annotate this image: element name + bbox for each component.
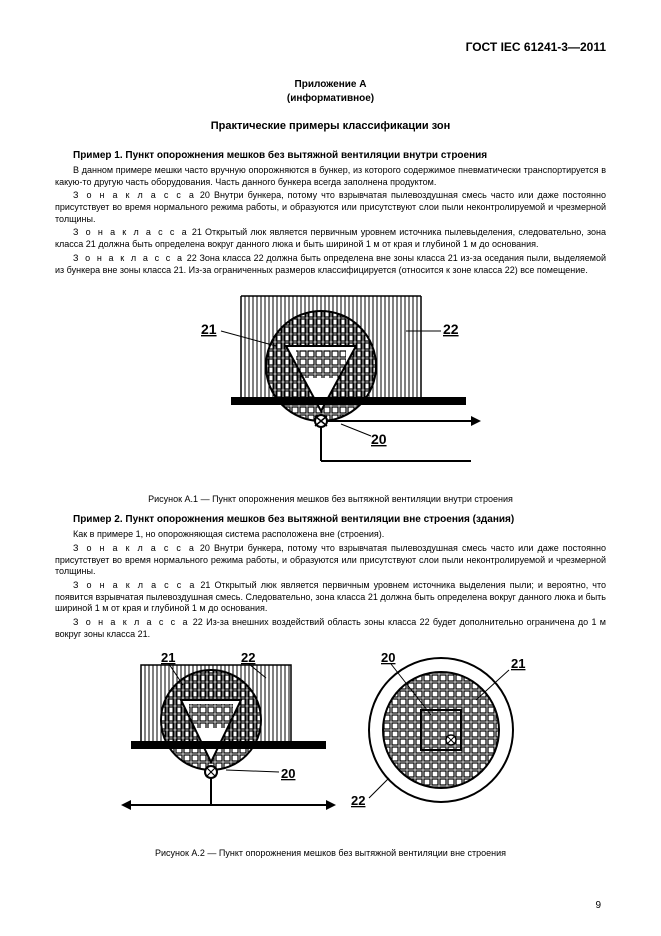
paragraph-3: З о н а к л а с с а 21 Открытый люк явля… (55, 227, 606, 250)
label-21-l: 21 (161, 650, 175, 665)
label-22-r: 22 (351, 793, 365, 808)
paragraph-1: В данном примере мешки часто вручную опо… (55, 165, 606, 188)
page-root: ГОСТ IEC 61241-3—2011 Приложение А (инфо… (0, 0, 661, 936)
label-22: 22 (443, 321, 459, 337)
paragraph-7: З о н а к л а с с а 21 Открытый люк явля… (55, 580, 606, 615)
figure-a1-caption: Рисунок А.1 — Пункт опорожнения мешков б… (55, 494, 606, 504)
paragraph-6: З о н а к л а с с а 20 Внутри бункера, п… (55, 543, 606, 578)
paragraph-4: З о н а к л а с с а 22 Зона класса 22 до… (55, 253, 606, 276)
figure-a1: 21 22 20 (55, 286, 606, 484)
example1-title: Пример 1. Пункт опорожнения мешков без в… (55, 150, 606, 161)
paragraph-5: Как в примере 1, но опорожняющая система… (55, 529, 606, 541)
label-22-l: 22 (241, 650, 255, 665)
paragraph-8: З о н а к л а с с а 22 Из-за внешних воз… (55, 617, 606, 640)
label-20-r: 20 (381, 650, 395, 665)
appendix-label: Приложение А (295, 79, 367, 90)
appendix-type: (информативное) (287, 93, 374, 104)
paragraph-2: З о н а к л а с с а 20 Внутри бункера, п… (55, 190, 606, 225)
label-21: 21 (201, 321, 217, 337)
figure-a1-svg: 21 22 20 (171, 286, 491, 481)
figure-a2-caption: Рисунок А.2 — Пункт опорожнения мешков б… (55, 848, 606, 858)
figure-a2-svg: 21 22 20 20 21 22 (111, 650, 551, 835)
example2-title: Пример 2. Пункт опорожнения мешков без в… (55, 514, 606, 525)
label-20: 20 (371, 431, 387, 447)
document-code: ГОСТ IEC 61241-3—2011 (55, 40, 606, 54)
label-21-r: 21 (511, 656, 525, 671)
label-20-l: 20 (281, 766, 295, 781)
figure-a2: 21 22 20 20 21 22 (55, 650, 606, 838)
appendix-header: Приложение А (информативное) (55, 78, 606, 106)
page-number: 9 (595, 900, 601, 911)
section-title: Практические примеры классификации зон (55, 120, 606, 132)
